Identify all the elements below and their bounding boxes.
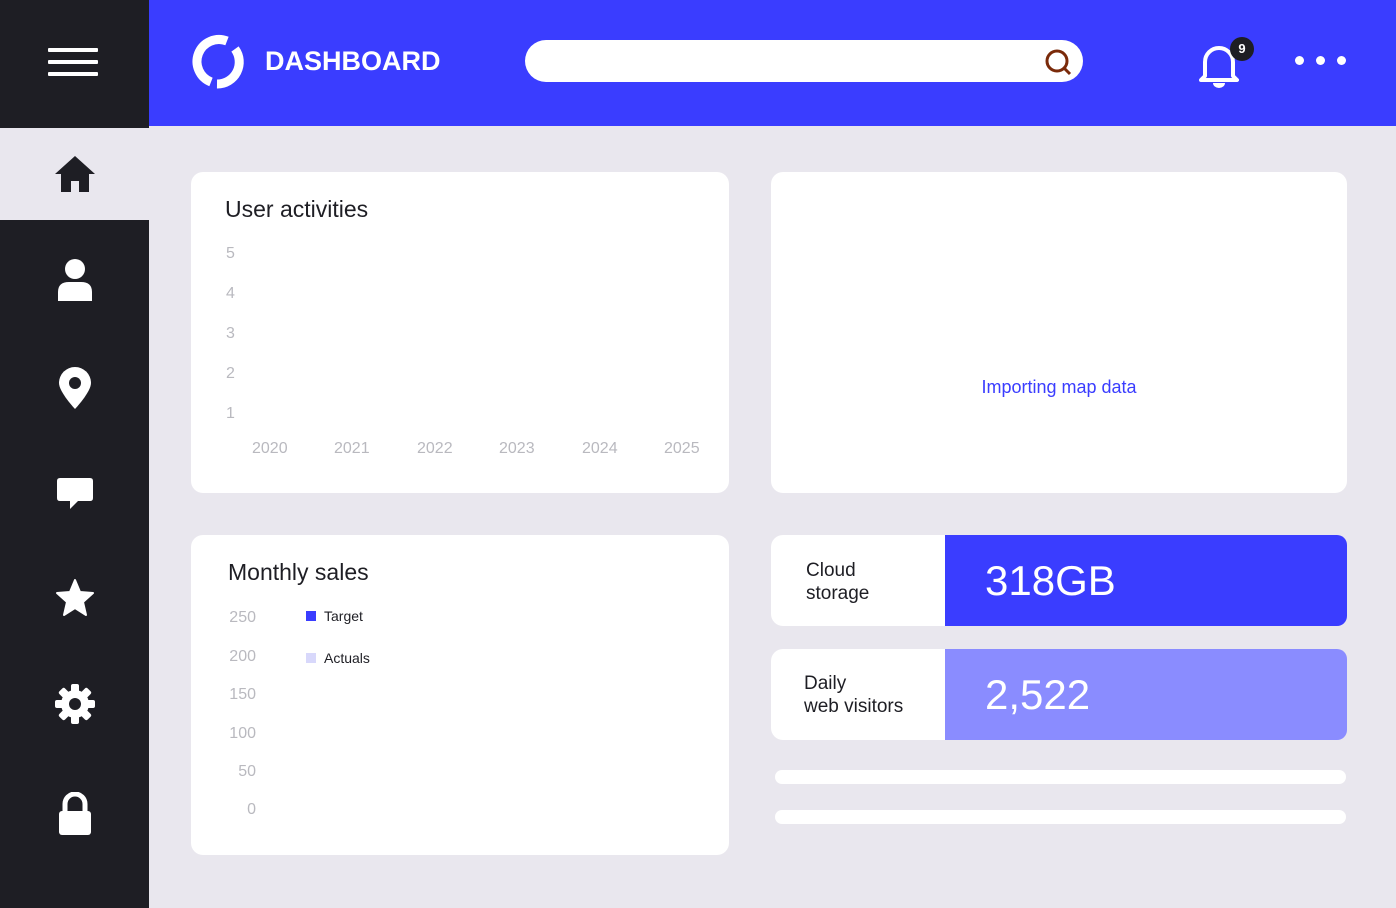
- lock-icon: [58, 792, 91, 835]
- y-tick: 250: [229, 609, 256, 626]
- x-tick: 2021: [334, 440, 370, 457]
- y-tick: 3: [226, 325, 235, 342]
- sidebar-item-home[interactable]: [0, 128, 149, 220]
- y-tick: 0: [247, 801, 256, 818]
- sidebar-item-location[interactable]: [0, 342, 149, 434]
- stat-label: Daily web visitors: [804, 673, 904, 717]
- y-tick: 1: [226, 405, 235, 422]
- y-tick: 4: [226, 285, 235, 302]
- x-tick: 2023: [499, 440, 535, 457]
- card-title: Monthly sales: [228, 559, 369, 585]
- menu-icon[interactable]: [48, 48, 98, 80]
- search-icon[interactable]: [1043, 47, 1073, 77]
- monthly-sales-card: Monthly sales 250 200 150 100 50 0 Targe…: [191, 535, 729, 855]
- user-activities-card: User activities 5 4 3 2 1 2020 2021 2022…: [191, 172, 729, 493]
- home-icon: [54, 156, 95, 192]
- y-tick: 100: [229, 725, 256, 742]
- y-tick: 2: [226, 365, 235, 382]
- stat-label: Cloud storage: [806, 560, 870, 604]
- search-input[interactable]: [525, 40, 1083, 82]
- legend-actuals: Actuals: [306, 650, 370, 666]
- chat-icon: [56, 478, 93, 509]
- map-card: Importing map data: [771, 172, 1347, 493]
- cloud-storage-value: 318GB: [945, 535, 1347, 626]
- y-tick: 200: [229, 648, 256, 665]
- map-loading-status: Importing map data: [981, 377, 1137, 397]
- y-tick: 5: [226, 245, 235, 262]
- more-options-icon[interactable]: [1295, 56, 1346, 65]
- x-tick: 2024: [582, 440, 618, 457]
- gear-icon: [54, 684, 95, 724]
- daily-visitors-card: Daily web visitors 2,522: [771, 649, 1347, 740]
- notification-badge: 9: [1230, 37, 1254, 61]
- cloud-storage-card: Cloud storage 318GB: [771, 535, 1347, 626]
- top-header: DASHBOARD 9: [149, 0, 1396, 126]
- sidebar-item-messages[interactable]: [0, 448, 149, 540]
- x-tick: 2025: [664, 440, 700, 457]
- sidebar-item-security[interactable]: [0, 768, 149, 860]
- star-icon: [55, 579, 94, 616]
- daily-visitors-value: 2,522: [945, 649, 1347, 740]
- sidebar-item-profile[interactable]: [0, 234, 149, 326]
- placeholder-bar: [775, 770, 1346, 784]
- legend-target: Target: [306, 608, 363, 624]
- y-tick: 50: [238, 763, 256, 780]
- logo-icon: [192, 35, 244, 89]
- brand-title: DASHBOARD: [265, 46, 441, 76]
- location-pin-icon: [58, 367, 91, 409]
- user-icon: [57, 259, 92, 301]
- card-title: User activities: [225, 196, 369, 222]
- sidebar: [0, 0, 149, 908]
- x-tick: 2022: [417, 440, 453, 457]
- bell-icon[interactable]: [1199, 42, 1239, 88]
- x-tick: 2020: [252, 440, 288, 457]
- sidebar-item-settings[interactable]: [0, 658, 149, 750]
- sidebar-item-favorites[interactable]: [0, 552, 149, 644]
- y-tick: 150: [229, 686, 256, 703]
- placeholder-bar: [775, 810, 1346, 824]
